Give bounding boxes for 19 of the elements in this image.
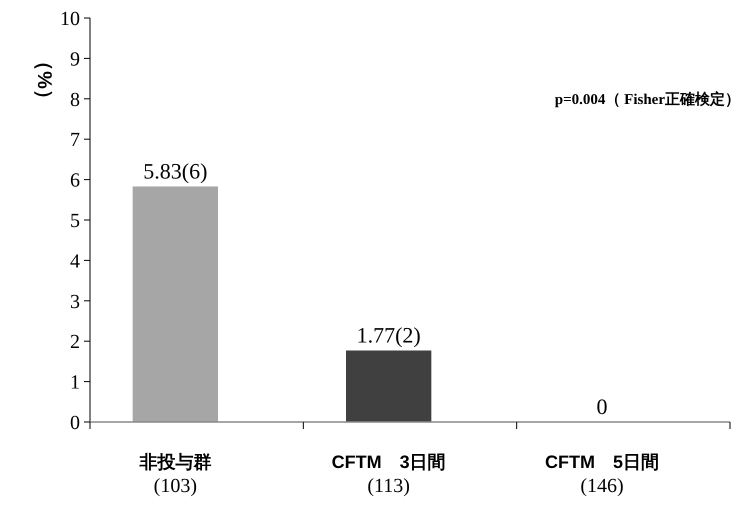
y-tick-label: 9 bbox=[70, 48, 80, 70]
y-tick-label: 4 bbox=[70, 250, 80, 272]
annotation: p=0.004（ Fisher正確検定） bbox=[554, 90, 740, 108]
data-label: 1.77(2) bbox=[356, 322, 421, 348]
y-axis-title: （%） bbox=[33, 51, 55, 109]
x-tick-label: CFTM 3日間 (113) bbox=[332, 452, 446, 497]
y-tick-label: 1 bbox=[70, 372, 80, 394]
y-tick-label: 0 bbox=[70, 412, 80, 434]
data-label: 0 bbox=[596, 394, 608, 419]
data-label: 5.83(6) bbox=[143, 158, 208, 184]
y-tick-label: 8 bbox=[70, 88, 80, 111]
y-tick-label: 10 bbox=[60, 8, 80, 30]
y-tick-label: 3 bbox=[70, 290, 80, 313]
y-tick-label: 2 bbox=[70, 331, 80, 354]
y-tick-label: 7 bbox=[70, 129, 80, 152]
y-tick-label: 6 bbox=[70, 170, 80, 192]
x-tick-label: CFTM 5日間 (146) bbox=[545, 452, 659, 497]
x-tick-label: 非投与群 (103) bbox=[138, 452, 212, 497]
y-tick-label: 5 bbox=[70, 210, 80, 232]
